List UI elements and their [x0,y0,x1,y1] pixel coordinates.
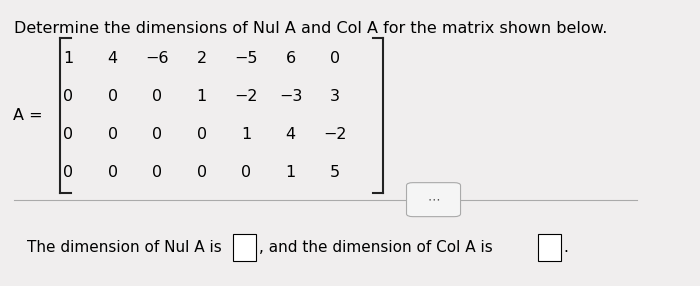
Text: 0: 0 [152,165,162,180]
Text: −6: −6 [146,51,169,65]
Text: 1: 1 [241,127,251,142]
Text: A =: A = [13,108,43,123]
Text: 0: 0 [108,127,118,142]
Text: 0: 0 [197,165,206,180]
FancyBboxPatch shape [233,234,256,261]
Text: 0: 0 [330,51,340,65]
Text: 0: 0 [241,165,251,180]
Text: −2: −2 [234,89,258,104]
Text: , and the dimension of Col A is: , and the dimension of Col A is [260,240,494,255]
Text: 3: 3 [330,89,340,104]
Text: 5: 5 [330,165,340,180]
Text: 0: 0 [63,165,74,180]
Text: Determine the dimensions of Nul A and Col A for the matrix shown below.: Determine the dimensions of Nul A and Co… [14,21,608,36]
Text: 6: 6 [286,51,295,65]
Text: −2: −2 [323,127,346,142]
Text: 1: 1 [63,51,74,65]
FancyBboxPatch shape [407,183,461,217]
Text: 0: 0 [108,165,118,180]
Text: 0: 0 [152,89,162,104]
Text: 0: 0 [63,127,74,142]
Text: 0: 0 [152,127,162,142]
Text: 1: 1 [286,165,295,180]
Text: ⋯: ⋯ [427,193,440,206]
Text: The dimension of Nul A is: The dimension of Nul A is [27,240,222,255]
FancyBboxPatch shape [538,234,561,261]
Text: 1: 1 [197,89,206,104]
Text: 4: 4 [286,127,295,142]
Text: .: . [564,240,568,255]
Text: 0: 0 [63,89,74,104]
Text: 0: 0 [197,127,206,142]
Text: 0: 0 [108,89,118,104]
Text: −5: −5 [234,51,258,65]
Text: 2: 2 [197,51,206,65]
Text: 4: 4 [108,51,118,65]
Text: −3: −3 [279,89,302,104]
